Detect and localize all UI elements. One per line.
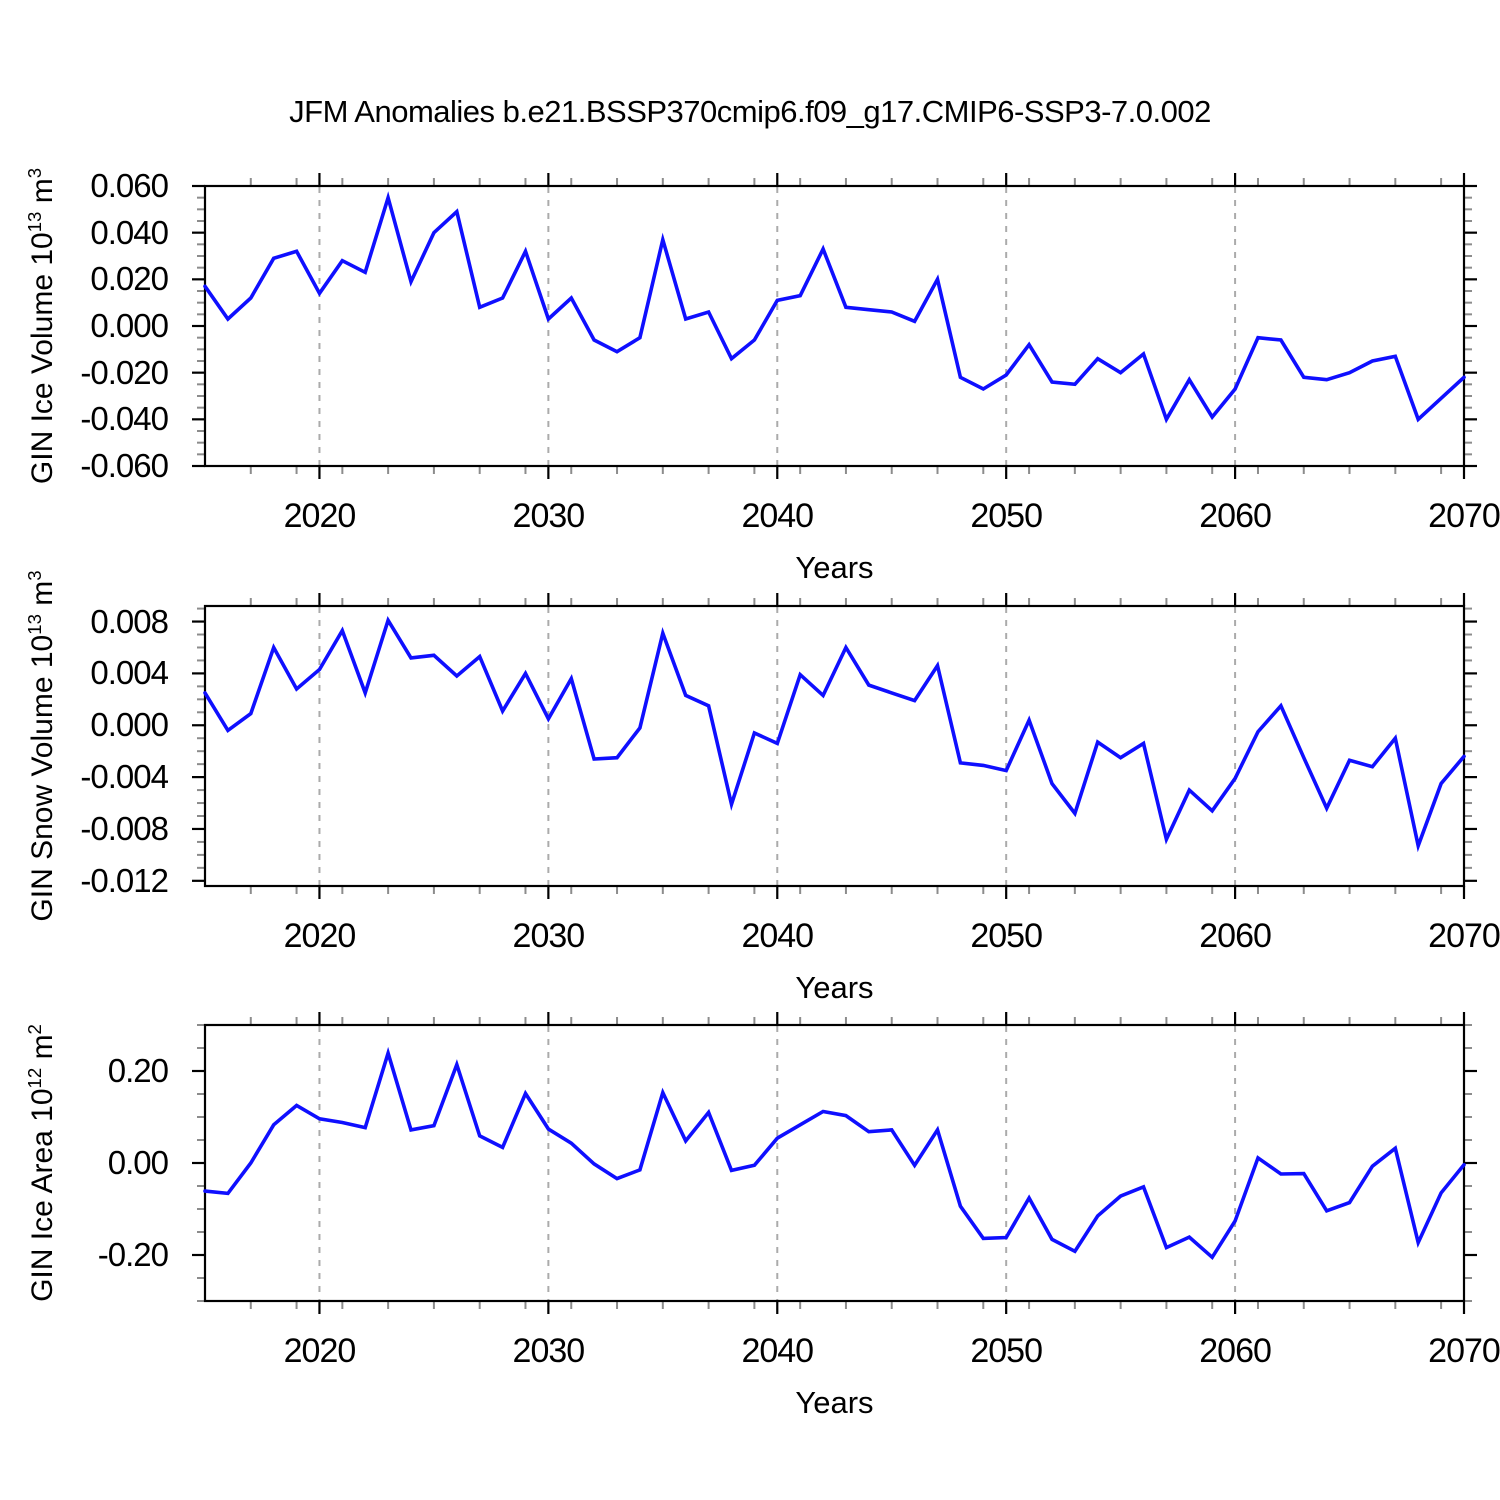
y-tick-label: 0.020 [90, 260, 169, 298]
figure-title: JFM Anomalies b.e21.BSSP370cmip6.f09_g17… [289, 94, 1211, 129]
y-tick-label: -0.040 [80, 400, 169, 438]
x-tick-label: 2030 [512, 917, 586, 955]
y-tick-label: -0.20 [97, 1236, 169, 1273]
y-axis-label: GIN Ice Volume 1013 m3 [24, 167, 59, 485]
x-tick-label: 2060 [1199, 497, 1272, 535]
y-tick-label: 0.000 [90, 706, 169, 744]
x-tick-label: 2030 [512, 497, 586, 535]
y-tick-label: 0.000 [90, 307, 169, 344]
x-tick-label: 2040 [741, 1332, 814, 1370]
y-tick-label: 0.060 [90, 167, 169, 204]
y-tick-label: -0.020 [80, 353, 169, 391]
y-tick-label: 0.20 [107, 1052, 169, 1089]
x-tick-label: 2070 [1428, 917, 1500, 955]
x-tick-label: 2020 [283, 1332, 357, 1370]
y-tick-label: 0.00 [107, 1144, 169, 1181]
x-tick-label: 2040 [741, 497, 814, 535]
y-tick-label: -0.012 [80, 861, 169, 899]
panel-gin-ice-area [192, 1012, 1477, 1314]
x-tick-label: 2050 [970, 1332, 1043, 1370]
x-tick-label: 2020 [283, 497, 357, 535]
panel-gin-snow-volume [192, 593, 1477, 899]
x-axis-label: Years [795, 970, 874, 1005]
x-tick-label: 2050 [970, 917, 1043, 955]
y-tick-label: -0.060 [80, 447, 169, 484]
panel-gin-ice-volume [192, 173, 1477, 479]
plot-frame [203, 604, 1466, 888]
x-tick-label: 2060 [1199, 1332, 1272, 1370]
y-tick-label: 0.040 [90, 213, 169, 251]
y-axis-label: GIN Ice Area 1012 m2 [24, 1024, 59, 1302]
x-tick-label: 2070 [1428, 497, 1500, 535]
x-axis-label: Years [795, 550, 874, 585]
x-tick-label: 2020 [283, 917, 357, 955]
y-tick-label: -0.004 [80, 758, 169, 796]
y-tick-label: 0.008 [90, 602, 169, 640]
x-tick-label: 2050 [970, 497, 1043, 535]
y-axis-label: GIN Snow Volume 1013 m3 [24, 570, 59, 922]
x-tick-label: 2070 [1428, 1332, 1500, 1370]
data-line-gin-ice-volume [203, 191, 1466, 424]
x-tick-label: 2040 [741, 917, 814, 955]
plot-frame [203, 184, 1466, 468]
x-tick-label: 2030 [512, 1332, 586, 1370]
y-tick-label: -0.008 [80, 809, 169, 847]
y-tick-label: 0.004 [90, 654, 169, 692]
x-tick-label: 2060 [1199, 917, 1272, 955]
x-axis-label: Years [795, 1385, 874, 1420]
data-line-gin-snow-volume [203, 615, 1466, 853]
data-line-gin-ice-area [203, 1046, 1466, 1261]
